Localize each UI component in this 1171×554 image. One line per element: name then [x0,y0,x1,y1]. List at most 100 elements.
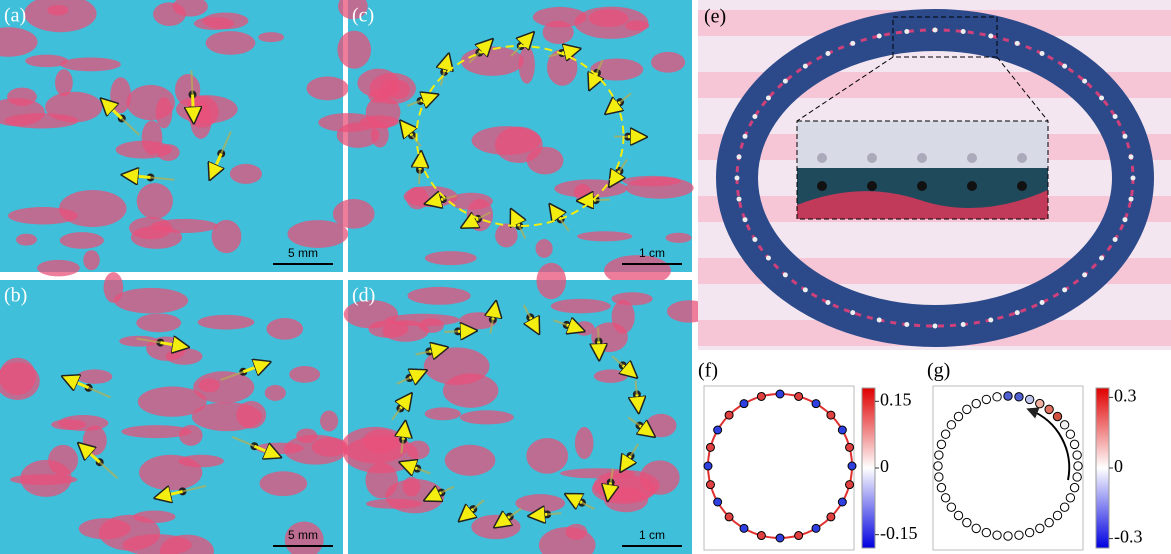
pattern-blob [55,69,73,96]
pattern-blob [0,358,36,395]
droplet-marker [838,498,846,506]
droplet [917,181,927,191]
droplet-marker [1070,483,1078,491]
droplet-marker [827,513,835,521]
pattern-blob [83,250,99,270]
droplet-marker [1004,392,1012,400]
droplet-marker [963,405,971,413]
droplet-marker [725,411,733,419]
droplet-marker [838,426,846,434]
velocity-arrow [637,394,638,408]
droplet-marker [1025,395,1033,403]
droplet [1128,154,1133,159]
droplet [877,33,882,38]
pattern-blob [519,46,535,83]
panel-label: (g) [927,360,950,382]
pattern-blob [194,17,234,30]
pattern-blob [138,387,207,417]
pattern-blob [527,147,564,175]
scale-bar-label: 1 cm [639,246,665,260]
droplet-marker [935,473,943,481]
droplet-marker [757,392,765,400]
panel-label: (e) [704,6,726,28]
pattern-blob [460,410,514,424]
droplet-marker [982,528,990,536]
pattern-blob [58,415,108,431]
droplet [850,310,855,315]
droplet [735,176,740,181]
droplet [904,322,909,327]
droplet-marker [1073,451,1081,459]
panel-label: (d) [352,285,375,307]
droplet-marker [937,483,945,491]
pattern-blob [37,260,80,277]
droplet [1099,95,1104,100]
colorbar-tick-label: 0 [1114,456,1123,476]
pattern-blob [445,445,496,476]
droplet-marker [848,462,856,470]
pattern-blob [365,462,398,498]
droplet [867,181,877,191]
droplet [904,29,909,34]
droplet [825,51,830,56]
droplet-marker [1073,473,1081,481]
pattern-blob [370,73,416,104]
droplet-marker [1060,503,1068,511]
droplet-marker [1053,511,1061,519]
pattern-blob [47,5,68,16]
pattern-blob [151,219,218,233]
pattern-blob [166,348,203,364]
droplet-marker [982,395,990,403]
droplet-marker [1060,421,1068,429]
droplet-marker [812,400,820,408]
pattern-blob [116,141,172,159]
pattern-blob [407,287,470,305]
velocity-arrow [444,331,458,332]
droplet [1113,237,1118,242]
droplet [1062,287,1067,292]
panel-label: (f) [698,360,718,382]
pattern-blob [306,76,348,100]
panel-label: (c) [352,5,374,27]
pattern-blob [536,263,566,299]
pattern-blob [623,176,681,186]
pattern-blob [554,179,627,198]
droplet-marker [714,498,722,506]
droplet-marker [963,518,971,526]
droplet-marker [993,393,1001,401]
droplet-marker [704,462,712,470]
pattern-blob [236,401,266,429]
pattern-blob [104,272,124,303]
droplet-marker [706,481,714,489]
pattern-blob [625,20,649,30]
pattern-blob [60,58,121,72]
colorbar [862,388,875,548]
pattern-blob [230,164,262,184]
droplet [961,322,966,327]
pattern-blob [153,2,186,26]
droplet-marker [812,524,820,532]
droplet [1082,272,1087,277]
pattern-blob [551,299,611,313]
droplet [803,64,808,69]
droplet [1099,256,1104,261]
pattern-blob [199,378,220,392]
pattern-blob [371,122,389,148]
droplet [933,324,938,329]
droplet-marker [1070,440,1078,448]
droplet [967,153,977,163]
pattern-blob [472,126,541,155]
droplet-marker [776,390,784,398]
pattern-blob [320,411,338,432]
droplet [737,197,742,202]
droplet [877,318,882,323]
droplet-marker [846,443,854,451]
velocity-arrow [635,380,636,394]
droplet-marker [941,494,949,502]
pattern-blob [260,471,308,496]
droplet [817,181,827,191]
droplet [1082,79,1087,84]
pattern-blob [266,318,303,340]
droplet-marker [740,524,748,532]
velocity-arrow [419,170,420,184]
